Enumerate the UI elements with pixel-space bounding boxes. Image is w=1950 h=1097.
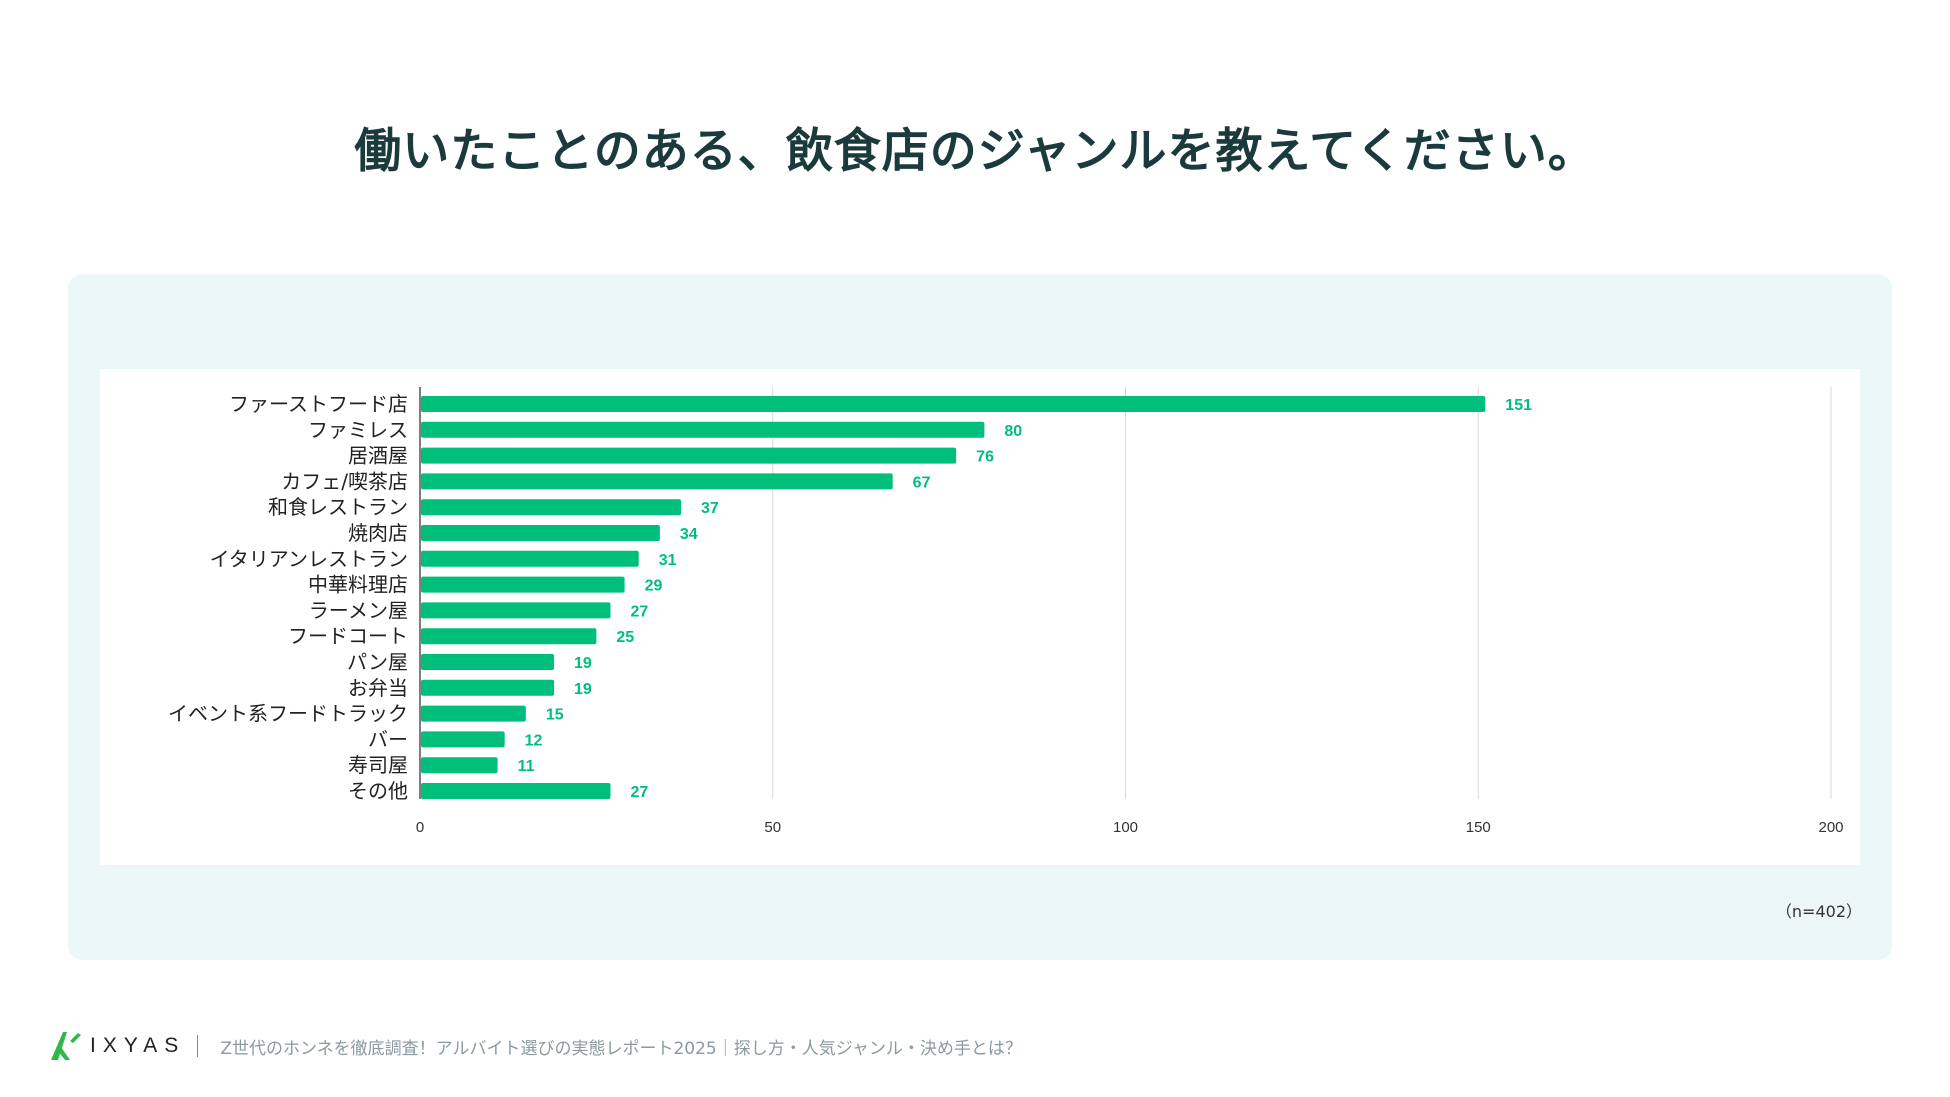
bar: [421, 550, 639, 567]
data-label: 67: [913, 474, 931, 491]
bar: [421, 525, 660, 541]
data-label: 19: [574, 655, 592, 672]
data-label: 80: [1004, 423, 1022, 440]
bar: [421, 757, 498, 774]
brand-logo-icon: [51, 1032, 81, 1060]
category-label: 居酒屋: [348, 444, 408, 468]
x-tick-label: 100: [1113, 819, 1138, 836]
data-label: 29: [645, 578, 663, 595]
chart-title: 働いたことのある、飲食店のジャンルを教えてください。: [354, 124, 1596, 179]
data-label: 37: [701, 500, 719, 517]
data-label: 151: [1505, 397, 1532, 414]
category-label: イタリアンレストラン: [210, 547, 408, 571]
category-label: バー: [368, 727, 408, 751]
category-label: 和食レストラン: [268, 495, 408, 519]
bar: [421, 731, 505, 748]
category-label: パン屋: [347, 650, 408, 674]
category-label: 中華料理店: [308, 573, 408, 597]
category-label: ラーメン屋: [309, 598, 408, 622]
footer-divider: [197, 1035, 199, 1057]
category-label: 焼肉店: [348, 521, 408, 545]
footer: IXYAS Z世代のホンネを徹底調査！アルバイト選びの実態レポート2025｜探し…: [48, 1028, 1022, 1064]
category-label: イベント系フードトラック: [168, 702, 408, 726]
bar: [421, 421, 985, 438]
bar: [421, 396, 1486, 412]
bar: [421, 602, 611, 619]
category-label: お弁当: [348, 676, 408, 700]
bar: [421, 447, 957, 464]
bar: [421, 679, 555, 696]
data-label: 31: [659, 552, 677, 569]
category-label: フードコート: [288, 624, 408, 648]
bar: [421, 654, 555, 670]
x-tick-label: 200: [1818, 819, 1843, 836]
x-tick-label: 150: [1466, 819, 1491, 836]
bar: [421, 576, 625, 593]
data-label: 25: [616, 629, 634, 646]
data-label: 15: [546, 707, 564, 724]
category-label: カフェ/喫茶店: [281, 469, 408, 493]
brand-name: IXYAS: [90, 1034, 186, 1057]
sample-size-note: （n=402）: [1775, 902, 1862, 921]
report-subtitle: Z世代のホンネを徹底調査！アルバイト選びの実態レポート2025｜探し方・人気ジャ…: [220, 1038, 1022, 1059]
brand: IXYAS: [48, 1029, 185, 1063]
bar: [421, 705, 526, 722]
bar: [421, 499, 682, 516]
x-tick-label: 0: [416, 819, 424, 836]
category-label: 寿司屋: [348, 753, 408, 777]
bar: [421, 473, 893, 490]
bar: [421, 628, 597, 645]
data-label: 12: [525, 732, 543, 749]
category-label: ファミレス: [308, 418, 408, 442]
data-label: 11: [518, 758, 535, 775]
chart-card: 0 50 100 150 200 ファーストフード店 151 ファミレス 80 居酒屋 76 カフェ/…: [100, 369, 1860, 865]
bar-chart: 0 50 100 150 200 ファーストフード店 151 ファミレス 80 居酒屋 76 カフェ/…: [168, 387, 1844, 836]
data-label: 27: [630, 603, 648, 620]
x-tick-label: 50: [764, 819, 781, 836]
data-label: 27: [630, 784, 648, 801]
data-label: 76: [976, 449, 994, 466]
category-label: その他: [348, 779, 408, 803]
bar: [421, 783, 611, 799]
data-label: 34: [680, 526, 698, 543]
category-label: ファーストフード店: [229, 392, 408, 416]
data-label: 19: [574, 681, 592, 698]
